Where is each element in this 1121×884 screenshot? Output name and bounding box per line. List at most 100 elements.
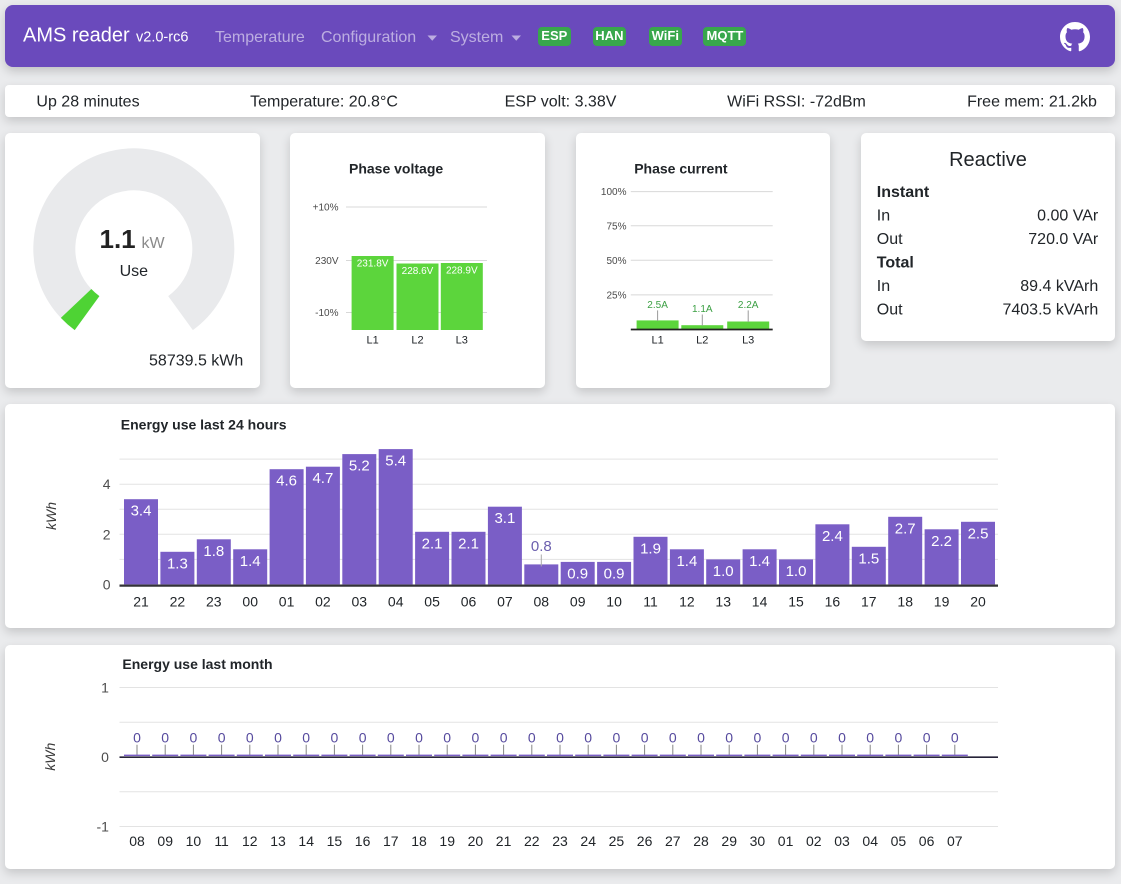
svg-text:0: 0 — [500, 730, 508, 746]
svg-text:20: 20 — [970, 594, 986, 610]
svg-text:0: 0 — [866, 730, 874, 746]
svg-text:0: 0 — [415, 730, 423, 746]
svg-text:L1: L1 — [651, 335, 663, 347]
svg-text:23: 23 — [552, 833, 568, 849]
svg-text:03: 03 — [352, 594, 368, 610]
svg-text:1.0: 1.0 — [713, 563, 734, 580]
svg-text:29: 29 — [721, 833, 737, 849]
svg-text:4: 4 — [103, 476, 111, 492]
svg-text:ESP volt: 3.38V: ESP volt: 3.38V — [505, 94, 617, 111]
svg-text:0: 0 — [190, 730, 198, 746]
svg-text:0: 0 — [782, 730, 790, 746]
svg-text:18: 18 — [411, 833, 427, 849]
svg-text:12: 12 — [679, 594, 695, 610]
svg-text:07: 07 — [497, 594, 513, 610]
svg-text:25%: 25% — [606, 291, 626, 302]
svg-text:1.1: 1.1 — [100, 224, 136, 254]
svg-text:0.9: 0.9 — [604, 565, 625, 582]
svg-text:2.5: 2.5 — [968, 525, 989, 542]
svg-text:Energy use last 24 hours: Energy use last 24 hours — [121, 417, 287, 433]
svg-text:16: 16 — [825, 594, 841, 610]
svg-text:0: 0 — [669, 730, 677, 746]
svg-text:230V: 230V — [315, 256, 339, 267]
svg-text:22: 22 — [170, 594, 186, 610]
svg-text:720.0 VAr: 720.0 VAr — [1028, 231, 1099, 248]
svg-text:5.4: 5.4 — [385, 453, 406, 470]
svg-text:0.8: 0.8 — [531, 538, 552, 555]
svg-text:2.1: 2.1 — [422, 535, 443, 552]
svg-text:Reactive: Reactive — [949, 149, 1027, 171]
svg-text:0: 0 — [895, 730, 903, 746]
svg-text:228.9V: 228.9V — [446, 266, 478, 277]
svg-text:05: 05 — [424, 594, 440, 610]
svg-text:1.8: 1.8 — [203, 543, 224, 560]
svg-text:11: 11 — [214, 833, 229, 849]
svg-text:Out: Out — [877, 301, 903, 318]
svg-text:07: 07 — [947, 833, 963, 849]
svg-text:22: 22 — [524, 833, 540, 849]
svg-text:L3: L3 — [456, 335, 468, 347]
svg-text:75%: 75% — [606, 221, 626, 232]
svg-text:21: 21 — [496, 833, 512, 849]
svg-text:Energy use last month: Energy use last month — [122, 656, 272, 672]
svg-text:0: 0 — [613, 730, 621, 746]
svg-text:In: In — [877, 207, 890, 224]
svg-text:0: 0 — [584, 730, 592, 746]
svg-text:0: 0 — [641, 730, 649, 746]
svg-text:14: 14 — [752, 594, 768, 610]
svg-text:10: 10 — [186, 833, 202, 849]
svg-text:06: 06 — [919, 833, 935, 849]
svg-text:23: 23 — [206, 594, 222, 610]
svg-text:27: 27 — [665, 833, 681, 849]
svg-text:Use: Use — [120, 263, 149, 280]
svg-text:Temperature: 20.8°C: Temperature: 20.8°C — [250, 94, 398, 111]
svg-text:0: 0 — [697, 730, 705, 746]
svg-text:0.9: 0.9 — [567, 565, 588, 582]
svg-text:04: 04 — [388, 594, 404, 610]
svg-text:4.6: 4.6 — [276, 473, 297, 490]
svg-text:0: 0 — [556, 730, 564, 746]
svg-text:System: System — [450, 29, 503, 46]
svg-text:Instant: Instant — [877, 184, 930, 201]
svg-text:18: 18 — [897, 594, 913, 610]
svg-text:21: 21 — [133, 594, 149, 610]
svg-text:0: 0 — [103, 576, 111, 592]
svg-text:17: 17 — [383, 833, 399, 849]
svg-text:0: 0 — [387, 730, 395, 746]
svg-text:1.0: 1.0 — [786, 563, 807, 580]
svg-text:20: 20 — [468, 833, 484, 849]
svg-text:Configuration: Configuration — [321, 29, 416, 46]
svg-text:AMS reader: AMS reader — [23, 25, 130, 47]
svg-text:02: 02 — [315, 594, 331, 610]
svg-text:5.2: 5.2 — [349, 458, 370, 475]
svg-text:1: 1 — [101, 680, 109, 696]
svg-text:06: 06 — [461, 594, 477, 610]
svg-text:2.1: 2.1 — [458, 535, 479, 552]
svg-text:228.6V: 228.6V — [402, 266, 434, 277]
svg-text:kWh: kWh — [43, 502, 59, 530]
svg-text:05: 05 — [891, 833, 907, 849]
svg-text:24: 24 — [580, 833, 596, 849]
svg-text:2.5A: 2.5A — [647, 300, 668, 311]
svg-text:19: 19 — [439, 833, 455, 849]
svg-text:0: 0 — [725, 730, 733, 746]
svg-text:Temperature: Temperature — [215, 29, 305, 46]
svg-text:00: 00 — [242, 594, 258, 610]
svg-text:In: In — [877, 278, 890, 295]
svg-text:1.4: 1.4 — [749, 553, 770, 570]
svg-text:0: 0 — [218, 730, 226, 746]
svg-text:01: 01 — [279, 594, 295, 610]
svg-text:0: 0 — [133, 730, 141, 746]
svg-text:3.1: 3.1 — [494, 510, 515, 527]
svg-text:L3: L3 — [742, 335, 754, 347]
svg-text:1.4: 1.4 — [240, 553, 261, 570]
svg-text:2: 2 — [103, 526, 111, 542]
svg-text:Free mem: 21.2kb: Free mem: 21.2kb — [967, 94, 1097, 111]
svg-text:13: 13 — [270, 833, 286, 849]
svg-text:25: 25 — [609, 833, 625, 849]
svg-text:02: 02 — [806, 833, 822, 849]
svg-text:58739.5 kWh: 58739.5 kWh — [149, 352, 243, 369]
svg-text:28: 28 — [693, 833, 709, 849]
svg-text:+10%: +10% — [313, 203, 339, 214]
svg-text:17: 17 — [861, 594, 877, 610]
